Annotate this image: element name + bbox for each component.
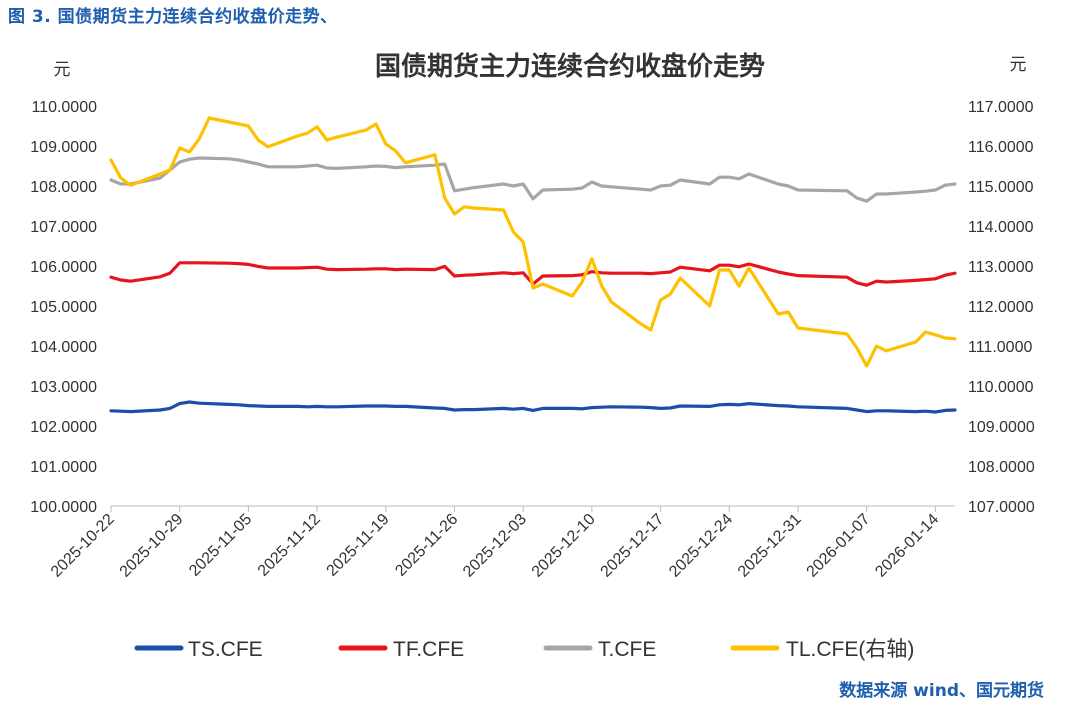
- series-layer: [109, 116, 957, 414]
- y-right-tick-label: 110.0000: [968, 379, 1034, 396]
- series-line-tscfe: [109, 400, 957, 414]
- x-tick-label: 2025-12-24: [666, 511, 736, 581]
- x-tick-label: 2025-11-19: [324, 511, 393, 580]
- y-right-tick-label: 113.0000: [968, 259, 1034, 276]
- y-left-tick-label: 109.0000: [30, 139, 97, 156]
- x-tick-label: 2025-11-26: [392, 511, 461, 580]
- x-tick-label: 2025-11-05: [186, 511, 255, 580]
- axes: 100.0000 101.0000 102.0000 103.0000 104.0000…: [30, 99, 1035, 581]
- series-line-tfcfe: [109, 261, 957, 287]
- legend-label: TS.CFE: [188, 638, 263, 661]
- y-right-tick-label: 114.0000: [968, 219, 1034, 236]
- y-right-tick-label: 116.0000: [968, 139, 1034, 156]
- x-tick-label: 2025-12-31: [735, 511, 805, 581]
- data-source: 数据来源 wind、国元期货: [839, 681, 1044, 701]
- y-left-tick-label: 103.0000: [30, 379, 97, 396]
- y-right-tick-label: 117.0000: [968, 99, 1034, 116]
- series-line-tlcfe: [109, 116, 957, 368]
- y-right-tick-label: 107.0000: [968, 499, 1035, 516]
- x-tick-label: 2025-12-17: [598, 511, 668, 581]
- x-tick-label: 2026-01-14: [872, 511, 942, 581]
- y-right-tick-label: 115.0000: [968, 179, 1034, 196]
- x-tick-label: 2025-12-03: [460, 511, 530, 581]
- x-tick-label: 2025-12-10: [529, 511, 599, 581]
- y-right-tick-label: 112.0000: [968, 299, 1034, 316]
- y-right-tick-label: 109.0000: [968, 419, 1035, 436]
- x-tick-label: 2025-10-22: [48, 511, 118, 581]
- y-left-tick-label: 107.0000: [30, 219, 97, 236]
- y-left-tick-label: 102.0000: [30, 419, 97, 436]
- figure-caption: 图 3. 国债期货主力连续合约收盘价走势、: [8, 7, 338, 27]
- y-left-tick-label: 100.0000: [30, 499, 97, 516]
- x-tick-label: 2025-10-29: [117, 511, 187, 581]
- chart-title: 国债期货主力连续合约收盘价走势: [375, 51, 765, 82]
- y-left-tick-label: 108.0000: [30, 179, 97, 196]
- left-axis-unit: 元: [54, 60, 71, 80]
- y-left-tick-label: 101.0000: [30, 459, 97, 476]
- legend-label: TL.CFE(右轴): [786, 638, 914, 661]
- y-left-tick-label: 105.0000: [30, 299, 97, 316]
- series-line-tcfe: [109, 156, 957, 203]
- x-tick-label: 2025-11-12: [255, 511, 324, 580]
- legend-label: T.CFE: [598, 638, 656, 661]
- y-left-tick-label: 104.0000: [30, 339, 97, 356]
- legend: TS.CFE TF.CFE T.CFE TL.CFE(右轴): [134, 638, 914, 661]
- y-right-tick-label: 111.0000: [968, 339, 1032, 356]
- y-left-tick-label: 110.0000: [31, 99, 97, 116]
- x-tick-label: 2026-01-07: [804, 511, 874, 581]
- legend-label: TF.CFE: [393, 638, 464, 661]
- y-left-tick-label: 106.0000: [30, 259, 97, 276]
- right-axis-unit: 元: [1010, 55, 1027, 75]
- y-right-tick-label: 108.0000: [968, 459, 1035, 476]
